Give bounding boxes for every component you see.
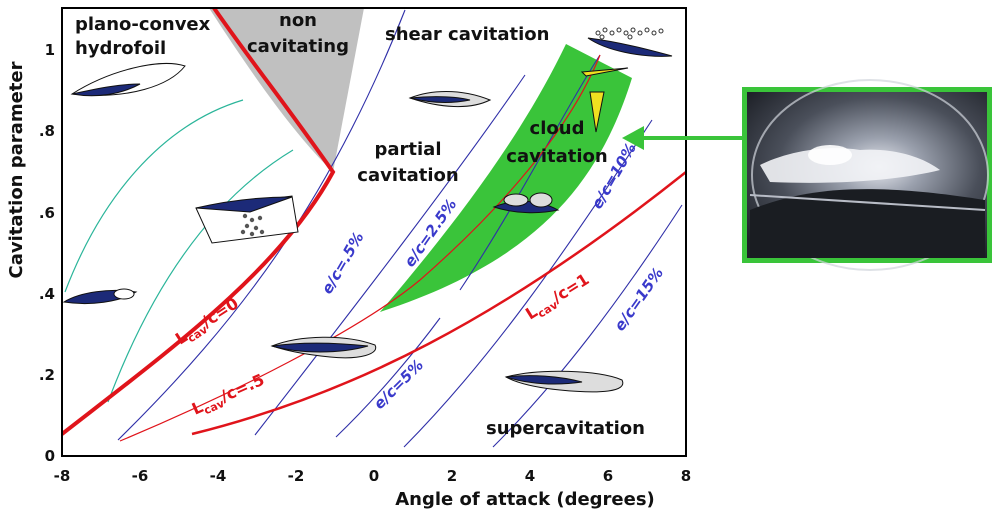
x-axis: -8 -6 -4 -2 0 2 4 6 8 Angle of attack (d… bbox=[54, 467, 692, 510]
plot-frame bbox=[61, 7, 687, 457]
foil-plano-convex-icon bbox=[70, 63, 186, 97]
blue-curve-label: e/c=5% bbox=[370, 356, 427, 413]
y-tick-label: .2 bbox=[39, 366, 55, 384]
teal-boundary-upper bbox=[64, 99, 244, 293]
supercavitation-label: supercavitation bbox=[486, 418, 645, 439]
blue-curve-e-c-2-5 bbox=[254, 74, 526, 436]
red-curve-label-lcav-0-5: Lcav/c=.5 bbox=[189, 370, 269, 422]
red-curve-label-lcav-0: Lcav/c=0 bbox=[172, 294, 244, 351]
y-axis: 0 .2 .4 .6 .8 1 Cavitation parameter bbox=[6, 41, 55, 465]
cloud-cavitation-label: cavitation bbox=[506, 146, 607, 167]
cloud-cavitation-photo bbox=[742, 79, 992, 271]
y-tick-label: 1 bbox=[45, 41, 55, 59]
red-curve-label-lcav-1: Lcav/c=1 bbox=[522, 270, 594, 326]
foil-partial-cavitation-icon bbox=[408, 91, 492, 107]
blue-curve-e-c-5-lower bbox=[335, 317, 441, 438]
non-cavitating-label: non bbox=[279, 10, 317, 31]
foil-type-label: plano-convex bbox=[75, 14, 211, 35]
y-tick-label: .4 bbox=[39, 285, 55, 303]
blue-curve-label: e/c=15% bbox=[611, 264, 668, 334]
partial-cavitation-label: partial bbox=[375, 139, 442, 160]
red-curve-lcav-1 bbox=[191, 171, 686, 436]
non-cavitating-region bbox=[209, 8, 364, 172]
cloud-cavitation-region bbox=[380, 44, 632, 312]
foil-shear-cavitation-icon bbox=[580, 27, 673, 133]
y-axis-title: Cavitation parameter bbox=[6, 61, 27, 278]
x-tick-label: 2 bbox=[447, 467, 457, 485]
x-tick-label: 4 bbox=[525, 467, 535, 485]
arrow-to-photo bbox=[622, 126, 742, 150]
hydrofoil-sketches bbox=[62, 27, 673, 393]
shear-cavitation-label: shear cavitation bbox=[385, 24, 549, 45]
x-tick-label: 0 bbox=[369, 467, 379, 485]
foil-type-label: hydrofoil bbox=[75, 38, 166, 59]
foil-supercavitation-icon bbox=[504, 370, 624, 393]
x-tick-label: -4 bbox=[210, 467, 227, 485]
partial-cavitation-label: cavitation bbox=[357, 165, 458, 186]
y-tick-label: .8 bbox=[39, 122, 55, 140]
x-axis-title: Angle of attack (degrees) bbox=[395, 489, 655, 510]
y-tick-label: 0 bbox=[45, 447, 55, 465]
region-labels: plano-convex hydrofoil non cavitating sh… bbox=[75, 10, 645, 439]
foil-cloud-icon bbox=[492, 192, 560, 214]
x-tick-label: -6 bbox=[132, 467, 149, 485]
x-tick-label: 8 bbox=[681, 467, 691, 485]
foil-bubble-cavity-icon bbox=[195, 195, 299, 244]
red-curve-lcav-0 bbox=[62, 8, 336, 436]
blue-curve-label: e/c=.5% bbox=[318, 229, 368, 297]
foil-small-cavity-icon bbox=[62, 288, 138, 305]
y-tick-label: .6 bbox=[39, 204, 55, 222]
cloud-cavitation-label: cloud bbox=[530, 118, 585, 139]
foil-partial-cavity-icon bbox=[270, 336, 377, 359]
teal-boundary-lower bbox=[107, 149, 294, 403]
blue-curve-e-c-0-5 bbox=[117, 9, 406, 441]
x-tick-label: -2 bbox=[288, 467, 305, 485]
blue-curve-e-c-10 bbox=[403, 119, 653, 448]
blue-curve-e-c-15 bbox=[492, 204, 683, 448]
red-curve-lcav-0-5 bbox=[119, 54, 601, 442]
x-tick-label: 6 bbox=[603, 467, 613, 485]
x-tick-label: -8 bbox=[54, 467, 71, 485]
non-cavitating-label: cavitating bbox=[247, 36, 349, 57]
